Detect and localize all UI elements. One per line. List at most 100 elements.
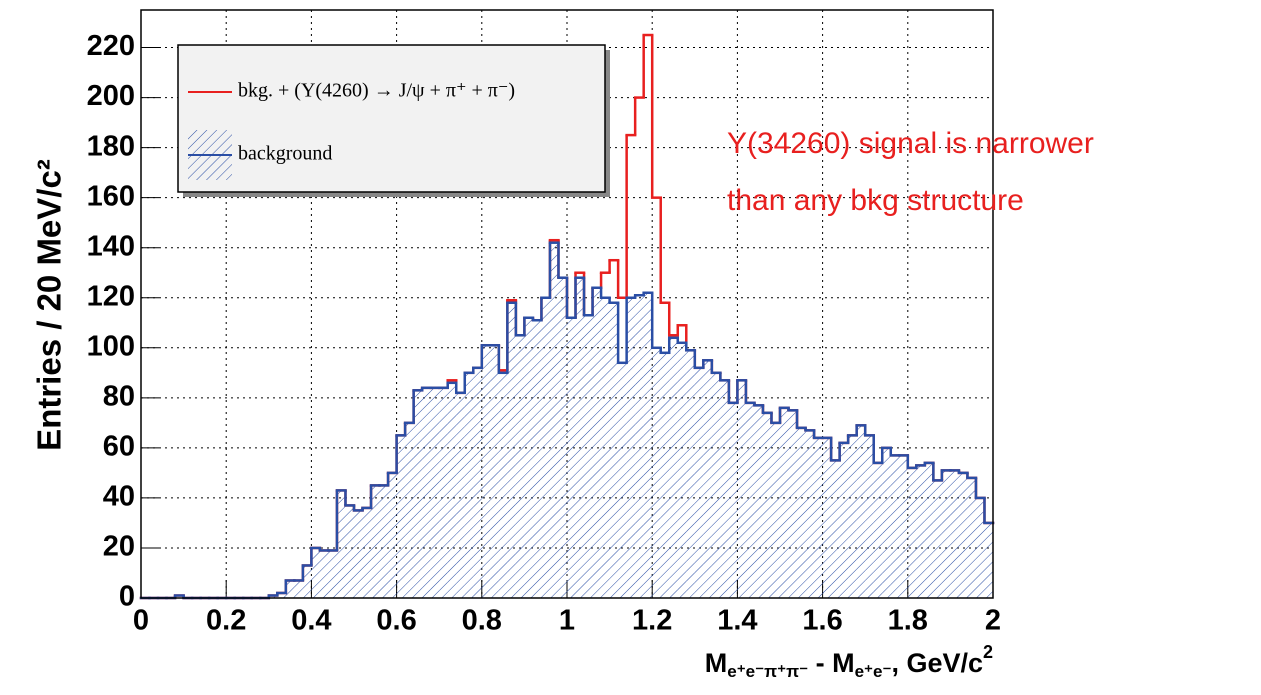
bin-fill xyxy=(728,402,738,598)
legend-box xyxy=(177,44,606,193)
bin-fill xyxy=(379,485,389,598)
y-tick-label: 80 xyxy=(103,380,135,412)
bin-fill xyxy=(950,470,959,598)
bin-fill xyxy=(601,297,610,598)
bin-fill xyxy=(396,435,406,598)
y-tick-label: 100 xyxy=(87,330,135,362)
bin-fill xyxy=(336,490,346,598)
bin-fill xyxy=(285,580,295,598)
x-tick-label: 0 xyxy=(133,605,149,637)
bin-fill xyxy=(371,485,380,598)
bin-fill xyxy=(362,507,372,598)
x-tick-label: 0.8 xyxy=(462,605,502,637)
bin-fill xyxy=(584,315,593,598)
x-tick-label: 2 xyxy=(985,605,1001,637)
bin-fill xyxy=(660,352,670,598)
y-tick-label: 40 xyxy=(103,481,135,513)
legend-label: background xyxy=(238,143,332,165)
bin-fill xyxy=(967,477,976,598)
y-tick-label: 160 xyxy=(87,180,135,212)
y-tick-label: 220 xyxy=(87,30,135,62)
bin-fill xyxy=(413,390,423,598)
bin-fill xyxy=(856,425,866,598)
bin-fill xyxy=(473,367,482,598)
bin-fill xyxy=(805,430,815,598)
bin-fill xyxy=(549,242,559,598)
bin-fill xyxy=(175,595,184,598)
annotation: than any bkg structure xyxy=(727,184,1024,217)
bin-fill xyxy=(507,302,516,598)
bin-fill xyxy=(924,462,934,598)
bin-fill xyxy=(635,295,644,598)
bin-fill xyxy=(626,297,636,598)
bin-fill xyxy=(771,422,780,598)
bin-fill xyxy=(609,302,619,598)
legend: bkg. + (Υ(4260) → J/ψ + π⁺ + π⁻) backgro… xyxy=(177,44,610,197)
y-tick-label: 60 xyxy=(103,431,135,463)
bin-fill xyxy=(456,392,465,598)
bin-fill xyxy=(839,442,849,598)
bin-fill xyxy=(941,470,951,598)
frame xyxy=(140,9,994,599)
bin-fill xyxy=(873,462,883,598)
x-tick-label: 0.4 xyxy=(291,605,331,637)
bin-fill xyxy=(447,382,457,598)
bin-fill xyxy=(677,342,687,598)
x-axis-label: Me⁺e⁻π⁺π⁻ - Me⁺e⁻, GeV/c2 xyxy=(705,642,993,682)
bin-fill xyxy=(268,595,278,598)
x-tick-label: 1.6 xyxy=(802,605,842,637)
x-tick-label: 1.4 xyxy=(717,605,757,637)
bin-fill xyxy=(490,345,499,598)
bin-fill xyxy=(618,362,627,598)
bin-fill xyxy=(354,510,363,598)
bin-fill xyxy=(848,435,857,598)
legend-label: bkg. + (Υ(4260) → J/ψ + π⁺ + π⁻) xyxy=(238,80,515,102)
bin-fill xyxy=(907,467,917,598)
bin-fill xyxy=(933,480,942,598)
bin-fill xyxy=(515,335,525,598)
bin-fill xyxy=(388,472,397,598)
bin-fill xyxy=(575,277,585,598)
bin-fill xyxy=(294,580,303,598)
x-label-part: e⁺e⁻ xyxy=(855,662,892,681)
bin-fill xyxy=(882,447,891,598)
bin-fill xyxy=(669,337,678,598)
bin-fill xyxy=(541,297,550,598)
bin-fill xyxy=(831,460,840,598)
x-tick-label: 0.2 xyxy=(206,605,246,637)
bin-fill xyxy=(975,497,985,598)
bin-fill xyxy=(311,547,320,598)
x-tick-label: 1.8 xyxy=(888,605,928,637)
bin-fill xyxy=(524,317,533,598)
bin-fill xyxy=(694,367,704,598)
bin-fill xyxy=(481,345,491,598)
bin-fill xyxy=(464,372,474,598)
y-tick-label: 120 xyxy=(87,280,135,312)
y-axis-label: Entries / 20 MeV/c² xyxy=(31,159,68,451)
bin-fill xyxy=(703,360,712,598)
bin-fill xyxy=(405,422,414,598)
bin-fill xyxy=(745,402,755,598)
x-label-part: , GeV/c xyxy=(891,648,983,678)
bin-fill xyxy=(652,347,661,598)
x-label-part: M xyxy=(705,648,728,678)
x-tick-label: 1 xyxy=(559,605,575,637)
y-tick-label: 180 xyxy=(87,130,135,162)
bin-fill xyxy=(814,437,823,598)
bin-fill xyxy=(558,277,567,598)
bin-fill xyxy=(328,550,337,598)
y-tick-label: 0 xyxy=(119,581,135,613)
bin-fill xyxy=(532,320,542,598)
bin-fill xyxy=(422,387,431,598)
bin-fill xyxy=(822,437,832,598)
y-tick-label: 20 xyxy=(103,531,135,563)
bin-fill xyxy=(430,387,440,598)
bin-fill xyxy=(643,292,653,598)
bin-fill xyxy=(319,550,329,598)
bin-fill xyxy=(916,465,925,598)
bin-fill xyxy=(984,522,993,598)
bin-fill xyxy=(720,380,729,598)
annotation: Y(34260) signal is narrower xyxy=(727,127,1094,160)
x-tick-label: 0.6 xyxy=(376,605,416,637)
